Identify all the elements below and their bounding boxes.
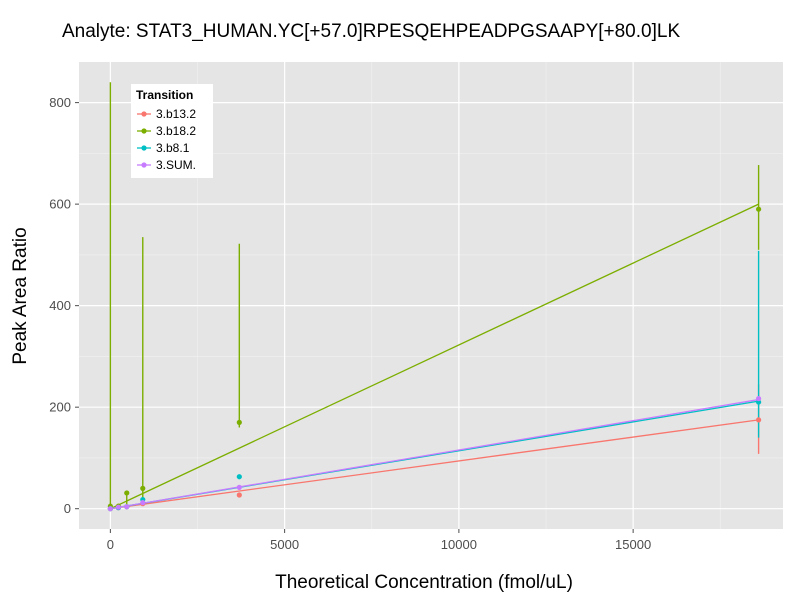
legend-label: 3.SUM. — [156, 158, 196, 172]
x-tick-label: 5000 — [270, 537, 299, 552]
legend-label: 3.b18.2 — [156, 124, 196, 138]
fit-line-3.b18.2 — [110, 203, 759, 510]
data-point-3.b18.2 — [236, 419, 242, 426]
y-tick-label: 400 — [49, 298, 71, 313]
y-tick-label: 800 — [49, 95, 71, 110]
data-point-3.b13.2 — [236, 492, 242, 498]
legend-label: 3.b8.1 — [156, 141, 190, 155]
data-point-3.b8.1 — [756, 399, 762, 405]
data-point-3.SUM. — [756, 395, 762, 402]
data-point-3.SUM. — [107, 506, 113, 512]
data-point-3.b13.2 — [756, 417, 762, 423]
data-point-3.SUM. — [115, 504, 121, 510]
data-point-3.SUM. — [124, 504, 130, 510]
fit-line-3.b13.2 — [110, 419, 759, 510]
y-axis-ticks: 0 200 400 600 800 — [49, 95, 79, 516]
legend-key-point — [141, 128, 147, 134]
data-points — [107, 206, 762, 512]
data-point-3.b18.2 — [124, 490, 130, 496]
data-point-3.SUM. — [236, 484, 242, 490]
x-tick-label: 0 — [107, 537, 114, 552]
legend-key-point — [141, 145, 147, 151]
x-axis-ticks: 0 5000 10000 15000 — [107, 529, 651, 552]
x-tick-label: 10000 — [441, 537, 477, 552]
legend-items: 3.b13.2 3.b18.2 3.b8.1 3.SUM. — [137, 107, 196, 172]
data-point-3.b18.2 — [756, 206, 762, 212]
data-point-3.b8.1 — [236, 474, 242, 480]
y-tick-label: 200 — [49, 400, 71, 415]
y-tick-label: 600 — [49, 197, 71, 212]
legend: Transition 3.b13.2 3.b18.2 3.b8.1 3.SUM. — [131, 84, 213, 178]
fit-line-3.SUM. — [110, 398, 759, 510]
y-axis-title: Peak Area Ratio — [10, 227, 31, 364]
legend-key-point — [141, 162, 147, 168]
fit-lines — [110, 203, 759, 510]
x-tick-label: 15000 — [615, 537, 651, 552]
data-point-3.b18.2 — [140, 485, 146, 491]
y-tick-label: 0 — [64, 501, 71, 516]
legend-key-point — [141, 111, 147, 117]
data-point-3.SUM. — [140, 500, 146, 506]
x-axis-title: Theoretical Concentration (fmol/uL) — [275, 572, 573, 593]
legend-title: Transition — [136, 88, 193, 102]
chart-title: Analyte: STAT3_HUMAN.YC[+57.0]RPESQEHPEA… — [62, 21, 680, 42]
legend-label: 3.b13.2 — [156, 107, 196, 121]
